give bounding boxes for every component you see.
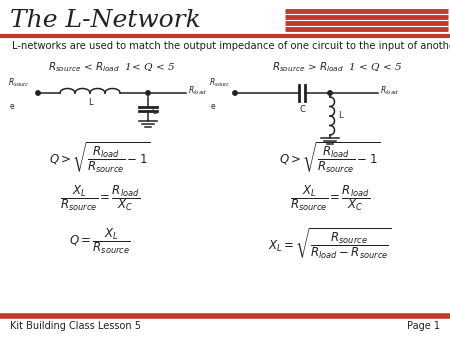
Text: Page 1: Page 1 — [407, 321, 440, 331]
Text: $\dfrac{X_L}{R_{source}}=\dfrac{R_{load}}{X_C}$: $\dfrac{X_L}{R_{source}}=\dfrac{R_{load}… — [60, 183, 140, 213]
Text: C: C — [299, 105, 305, 114]
Text: Kit Building Class Lesson 5: Kit Building Class Lesson 5 — [10, 321, 141, 331]
Text: $R_{sourc}$: $R_{sourc}$ — [209, 76, 231, 89]
Circle shape — [146, 91, 150, 95]
Circle shape — [328, 91, 332, 95]
Text: e: e — [211, 102, 216, 111]
Text: L-networks are used to match the output impedance of one circuit to the input of: L-networks are used to match the output … — [12, 41, 450, 51]
Text: $Q > \sqrt{\dfrac{R_{load}}{R_{source}}-1}$: $Q > \sqrt{\dfrac{R_{load}}{R_{source}}-… — [279, 140, 381, 174]
Text: $R_{sourc}$: $R_{sourc}$ — [8, 76, 30, 89]
Text: $X_L=\sqrt{\dfrac{R_{source}}{R_{load}-R_{source}}}$: $X_L=\sqrt{\dfrac{R_{source}}{R_{load}-R… — [268, 226, 392, 261]
Text: L: L — [338, 112, 342, 121]
Circle shape — [233, 91, 237, 95]
Text: $R_{load}$: $R_{load}$ — [188, 85, 207, 97]
Text: e: e — [10, 102, 14, 111]
Text: The L-Network: The L-Network — [10, 9, 201, 32]
Text: $Q > \sqrt{\dfrac{R_{load}}{R_{source}}-1}$: $Q > \sqrt{\dfrac{R_{load}}{R_{source}}-… — [50, 140, 151, 174]
Text: $R_{source}$ < $R_{load}$  1< Q < 5: $R_{source}$ < $R_{load}$ 1< Q < 5 — [49, 60, 176, 74]
Text: C: C — [152, 106, 158, 116]
Circle shape — [36, 91, 40, 95]
Text: $Q=\dfrac{X_L}{R_{source}}$: $Q=\dfrac{X_L}{R_{source}}$ — [69, 226, 131, 256]
Text: L: L — [88, 98, 92, 107]
Text: $R_{source}$ > $R_{load}$  1 < Q < 5: $R_{source}$ > $R_{load}$ 1 < Q < 5 — [272, 60, 402, 74]
Text: $R_{load}$: $R_{load}$ — [380, 85, 399, 97]
Text: $\dfrac{X_L}{R_{source}}=\dfrac{R_{load}}{X_C}$: $\dfrac{X_L}{R_{source}}=\dfrac{R_{load}… — [290, 183, 370, 213]
